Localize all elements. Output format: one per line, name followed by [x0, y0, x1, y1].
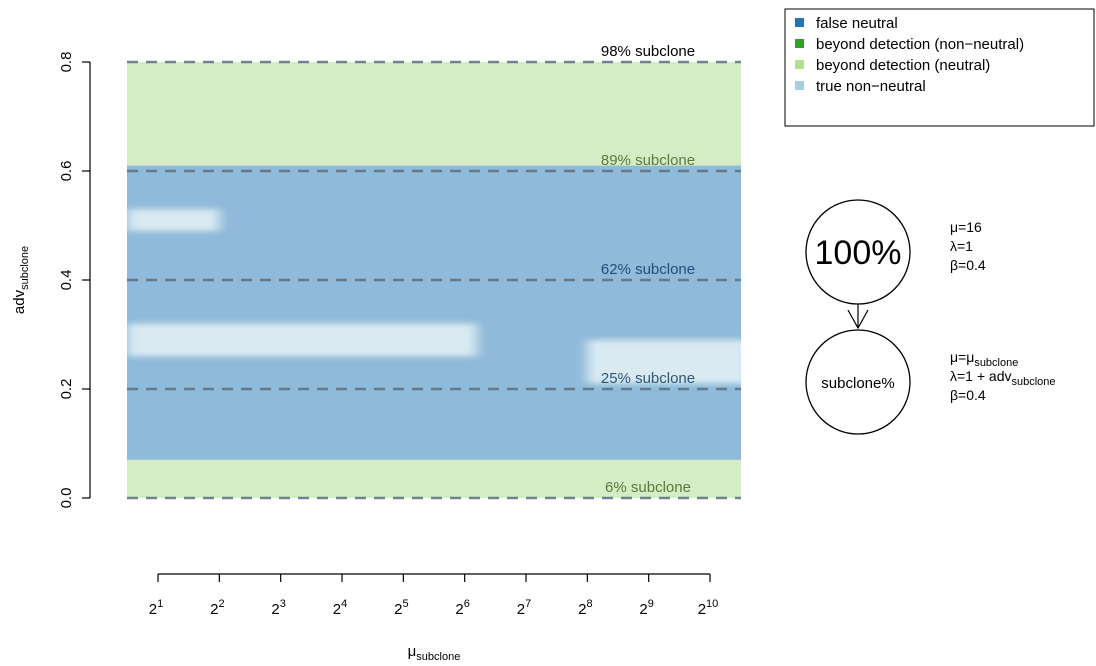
child-node-label: subclone%	[821, 375, 894, 392]
x-tick-label-7: 28	[578, 598, 592, 618]
x-tick-label-base-5: 2	[455, 601, 463, 618]
subclone-line-label-3: 25% subclone	[601, 370, 695, 387]
y-tick-label-4: 0.8	[58, 52, 75, 73]
x-tick-label-4: 25	[394, 598, 408, 618]
x-tick-label-2: 23	[271, 598, 285, 618]
legend-swatch-1	[795, 39, 804, 48]
x-tick-label-exp-2: 3	[280, 598, 286, 610]
legend-label-2: beyond detection (neutral)	[816, 57, 990, 74]
x-axis: 21 22 23 24 25 26 27 28 29 210	[149, 573, 719, 618]
y-tick-label-0: 0.0	[58, 488, 75, 509]
subclone-lines: 98% subclone 89% subclone 62% subclone 25% …	[127, 43, 741, 500]
x-tick-label-base-9: 2	[698, 601, 706, 618]
region-beyond-neutral-2	[127, 62, 741, 166]
x-tick-label-base-2: 2	[271, 601, 279, 618]
x-tick-label-0: 21	[149, 598, 163, 618]
legend-label-1: beyond detection (non−neutral)	[816, 36, 1024, 53]
legend-label-3: true non−neutral	[816, 78, 926, 95]
subclone-line-label-2: 62% subclone	[601, 261, 695, 278]
x-tick-label-exp-5: 6	[464, 598, 470, 610]
y-axis: 0.0 0.2 0.4 0.6 0.8	[58, 52, 91, 509]
legend-label-0: false neutral	[816, 15, 898, 32]
x-axis-label-sub: subclone	[416, 651, 460, 663]
x-tick-label-base-0: 2	[149, 601, 157, 618]
x-tick-label-base-8: 2	[639, 601, 647, 618]
legend: false neutral beyond detection (non−neutr…	[784, 8, 1095, 127]
legend-swatch-3	[795, 81, 804, 90]
x-tick-label-exp-1: 2	[218, 598, 224, 610]
y-tick-label-2: 0.4	[58, 270, 75, 291]
region-beyond-neutral-0	[127, 459, 741, 498]
legend-swatch-2	[795, 60, 804, 69]
parent-param-mu: μ=16	[950, 219, 982, 235]
y-tick-label-3: 0.6	[58, 161, 75, 182]
y-axis-label-sub: subclone	[19, 246, 31, 290]
child-param-beta: β=0.4	[950, 387, 986, 403]
x-tick-label-base-1: 2	[210, 601, 218, 618]
y-axis-label: advsubclone	[11, 246, 31, 314]
subclone-line-label-0: 98% subclone	[601, 43, 695, 60]
x-tick-label-base-6: 2	[517, 601, 525, 618]
x-tick-label-base-4: 2	[394, 601, 402, 618]
x-axis-label: μsubclone	[408, 643, 461, 663]
region-false-neutral-1	[127, 165, 741, 460]
child-node	[805, 329, 911, 435]
legend-swatch-0	[795, 18, 804, 27]
x-tick-label-exp-0: 1	[157, 598, 163, 610]
x-tick-label-8: 29	[639, 598, 653, 618]
x-tick-label-exp-7: 8	[586, 598, 592, 610]
x-tick-label-3: 24	[333, 598, 347, 618]
y-axis-label-base: adv	[11, 289, 28, 314]
child-param-mu: μ=μsubclone	[950, 349, 1018, 369]
x-tick-label-exp-4: 5	[402, 598, 408, 610]
subclone-line-label-4: 6% subclone	[605, 479, 691, 496]
edge-arrowhead	[847, 309, 869, 330]
x-tick-label-base-7: 2	[578, 601, 586, 618]
x-tick-label-base-3: 2	[333, 601, 341, 618]
legend-box	[784, 8, 1095, 127]
x-tick-label-1: 22	[210, 598, 224, 618]
subclone-line-label-1: 89% subclone	[601, 152, 695, 169]
parent-node-label: 100%	[815, 234, 902, 272]
true-nonneutral-patch-1	[127, 323, 477, 357]
true-nonneutral-patch-0	[127, 209, 220, 231]
x-axis-label-base: μ	[408, 643, 417, 660]
y-tick-label-1: 0.2	[58, 379, 75, 400]
x-tick-label-exp-3: 4	[341, 598, 347, 610]
x-tick-label-6: 27	[517, 598, 531, 618]
x-tick-label-exp-8: 9	[648, 598, 654, 610]
x-tick-label-exp-9: 10	[706, 598, 718, 610]
child-param-lambda-sub: subclone	[1012, 376, 1056, 388]
parent-param-beta: β=0.4	[950, 257, 986, 273]
x-tick-label-5: 26	[455, 598, 469, 618]
true-nonneutral-patch-2	[587, 339, 741, 384]
parent-param-lambda: λ=1	[950, 238, 973, 254]
x-tick-label-exp-6: 7	[525, 598, 531, 610]
child-param-mu-sub: subclone	[974, 357, 1018, 369]
true-nonneutral-patches	[127, 209, 741, 384]
child-param-lambda: λ=1 + advsubclone	[950, 368, 1056, 388]
heatmap-regions	[127, 62, 741, 498]
model-diagram: 100% subclone% μ=16 λ=1 β=0.4 μ=μsubclon…	[805, 199, 1056, 435]
x-tick-label-9: 210	[698, 598, 719, 618]
child-param-mu-base: μ=μ	[950, 349, 974, 365]
child-param-beta-base: β=0.4	[950, 387, 986, 403]
child-param-lambda-base: λ=1 + adv	[950, 368, 1012, 384]
